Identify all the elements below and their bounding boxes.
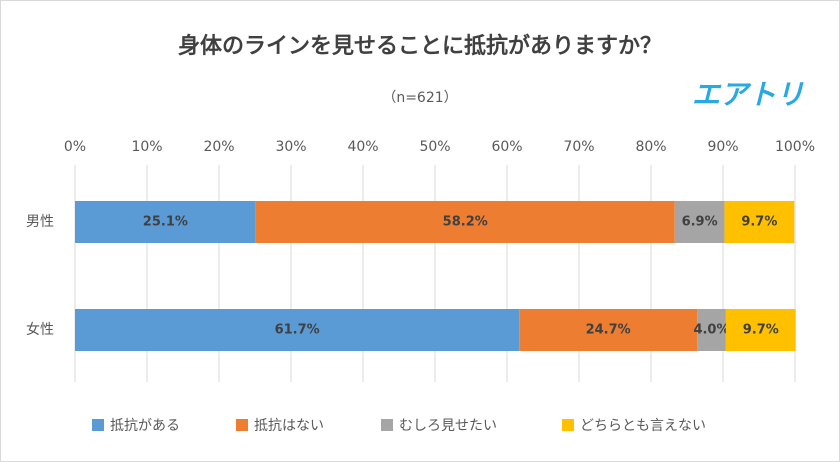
bar-segment	[519, 309, 698, 351]
chart-subtitle: （n=621）	[382, 90, 457, 106]
legend-label: 抵抗がある	[110, 418, 180, 434]
x-tick-label: 10%	[131, 139, 162, 155]
legend-label: むしろ見せたい	[399, 418, 497, 434]
y-tick-label: 女性	[26, 321, 54, 338]
value-label: 25.1%	[143, 215, 188, 230]
bar-segment	[255, 201, 675, 243]
legend-marker	[92, 419, 104, 431]
bar-segment	[674, 201, 725, 243]
value-label: 61.7%	[275, 323, 320, 338]
x-tick-label: 50%	[419, 139, 450, 155]
x-tick-label: 70%	[563, 139, 594, 155]
logo: エアトリ	[692, 78, 804, 111]
bar-segment	[75, 309, 520, 351]
x-tick-label: 100%	[775, 139, 815, 155]
x-tick-label: 0%	[64, 139, 86, 155]
x-tick-label: 80%	[635, 139, 666, 155]
bar-segment	[725, 309, 796, 351]
legend-label: どちらとも言えない	[580, 418, 706, 434]
bar-segment	[724, 201, 795, 243]
value-label: 24.7%	[586, 323, 631, 338]
legend-marker	[381, 419, 393, 431]
value-label: 4.0%	[693, 323, 729, 338]
value-label: 9.7%	[741, 215, 777, 230]
value-label: 6.9%	[682, 215, 718, 230]
value-label: 58.2%	[443, 215, 488, 230]
x-tick-label: 30%	[275, 139, 306, 155]
bar-segment	[75, 201, 256, 243]
legend-marker	[236, 419, 248, 431]
x-tick-label: 40%	[347, 139, 378, 155]
bar-segment	[697, 309, 726, 351]
legend-label: 抵抗はない	[254, 418, 324, 434]
x-tick-label: 60%	[491, 139, 522, 155]
legend-marker	[562, 419, 574, 431]
x-tick-label: 20%	[203, 139, 234, 155]
y-tick-label: 男性	[26, 214, 54, 230]
value-label: 9.7%	[743, 323, 779, 338]
x-tick-label: 90%	[707, 139, 738, 155]
chart-title: 身体のラインを見せることに抵抗がありますか？	[178, 33, 662, 59]
